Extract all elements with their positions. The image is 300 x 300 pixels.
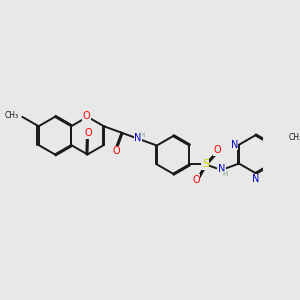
Text: H: H bbox=[139, 132, 144, 138]
Text: N: N bbox=[218, 164, 225, 174]
Text: N: N bbox=[252, 174, 259, 184]
Text: S: S bbox=[202, 159, 209, 169]
Text: O: O bbox=[214, 146, 222, 155]
Text: O: O bbox=[83, 111, 91, 121]
Text: CH₃: CH₃ bbox=[288, 133, 300, 142]
Text: O: O bbox=[84, 128, 92, 138]
Text: CH₃: CH₃ bbox=[5, 111, 19, 120]
Text: H: H bbox=[223, 171, 228, 177]
Text: O: O bbox=[192, 175, 200, 185]
Text: N: N bbox=[134, 133, 142, 143]
Text: O: O bbox=[113, 146, 121, 156]
Text: N: N bbox=[231, 140, 238, 150]
